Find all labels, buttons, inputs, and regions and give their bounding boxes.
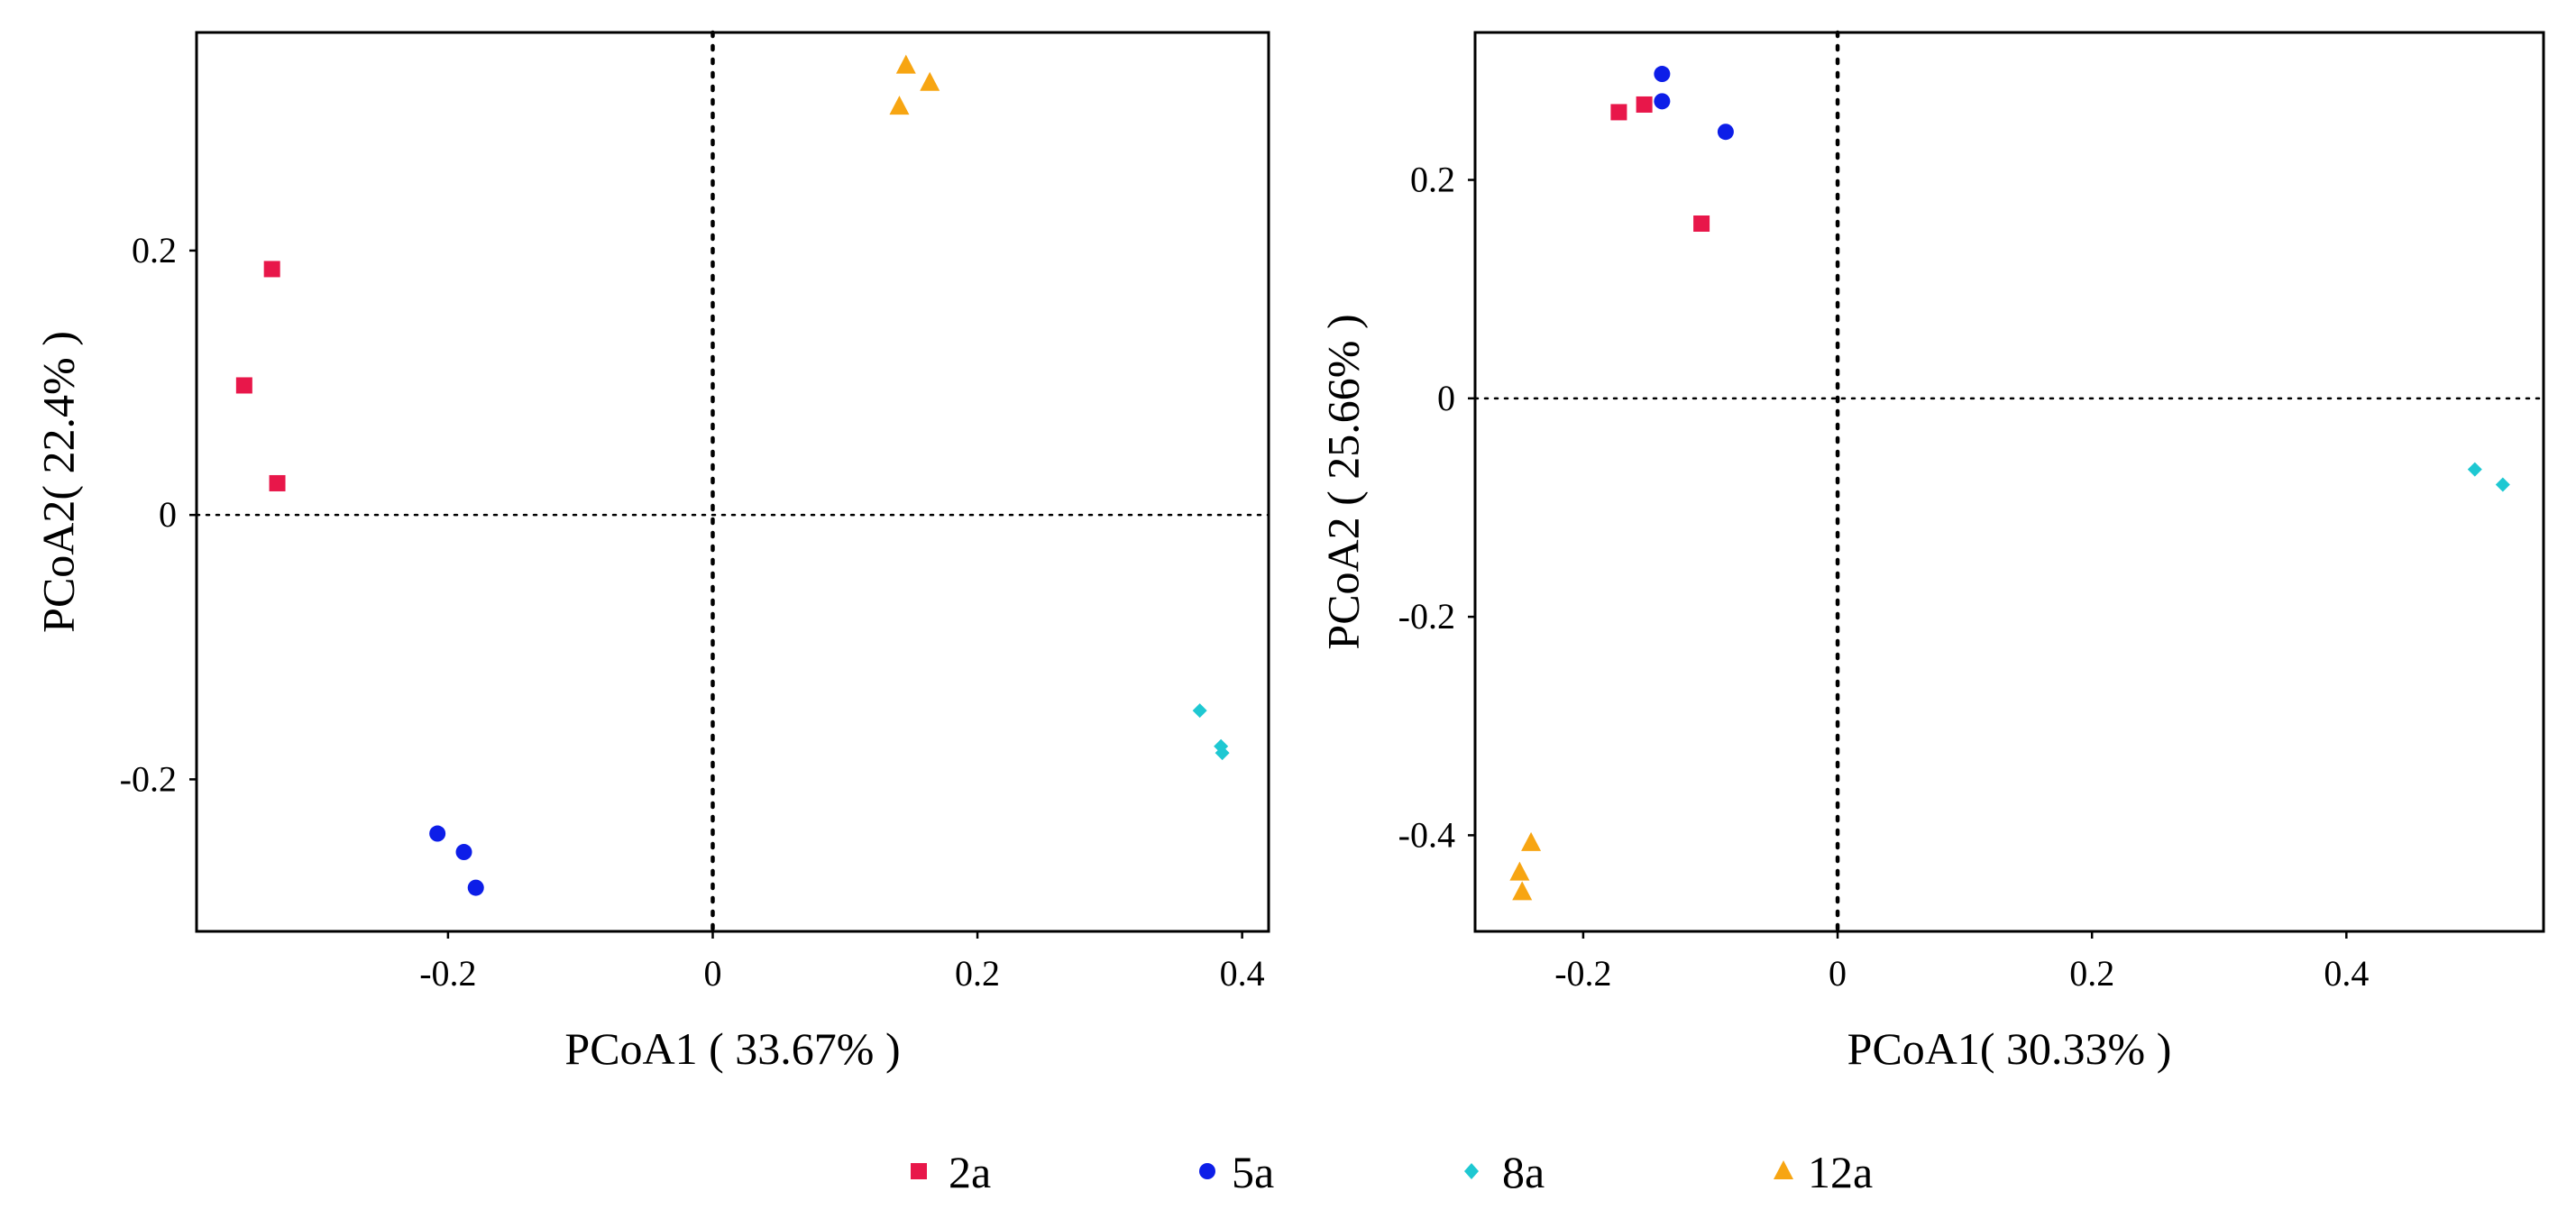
data-point-2a	[263, 261, 280, 278]
y-tick-label: -0.2	[120, 758, 177, 799]
data-point-8a	[2495, 477, 2510, 492]
data-point-2a	[1636, 96, 1653, 113]
data-point-12a	[920, 71, 940, 91]
data-point-8a	[1215, 746, 1230, 761]
x-tick-label: 0	[1829, 953, 1847, 994]
legend-label-12a: 12a	[1808, 1147, 1873, 1197]
data-point-5a	[1654, 66, 1671, 83]
x-tick-label: -0.2	[1554, 953, 1611, 994]
legend-label-5a: 5a	[1232, 1147, 1274, 1197]
x-tick-label: 0	[703, 953, 721, 994]
data-point-5a	[1717, 124, 1734, 141]
legend: 2a 5a 8a 12a	[911, 1147, 1873, 1197]
data-point-8a	[1192, 703, 1207, 719]
plot-frame	[195, 31, 1270, 933]
data-point-2a	[1693, 215, 1710, 232]
legend-marker-5a	[1199, 1163, 1215, 1179]
y-axis-title: PCoA2( 22.4% )	[32, 331, 83, 633]
legend-marker-2a	[911, 1163, 927, 1179]
data-point-5a	[467, 879, 484, 896]
x-axis-title: PCoA1 ( 33.67% )	[564, 1023, 900, 1074]
legend-label-2a: 2a	[949, 1147, 991, 1197]
x-tick-label: 0.4	[1220, 953, 1265, 994]
legend-marker-12a	[1774, 1160, 1793, 1179]
x-tick-label: 0.4	[2324, 953, 2369, 994]
y-tick-label: 0	[1437, 378, 1455, 418]
y-tick-label: 0.2	[1410, 160, 1455, 200]
legend-label-8a: 8a	[1502, 1147, 1545, 1197]
data-point-5a	[429, 825, 446, 842]
y-tick-label: 0	[159, 494, 177, 535]
y-axis-title: PCoA2 ( 25.66% )	[1317, 314, 1368, 649]
data-point-5a	[1654, 93, 1671, 110]
data-point-12a	[1509, 861, 1530, 881]
x-tick-label: -0.2	[419, 953, 476, 994]
data-point-12a	[1521, 831, 1542, 851]
data-point-5a	[455, 844, 472, 861]
data-point-12a	[889, 96, 910, 115]
y-tick-label: -0.4	[1398, 814, 1455, 855]
x-tick-label: 0.2	[2069, 953, 2114, 994]
data-point-2a	[1610, 104, 1627, 121]
pcoa-chart-right: -0.2 0 0.2 0.4 -0.4 -0.2 0 0.2 PCoA1( 30.33% ) PC…	[1317, 30, 2545, 1074]
data-point-2a	[269, 474, 286, 491]
x-tick-label: 0.2	[955, 953, 1000, 994]
y-tick-label: 0.2	[132, 230, 177, 270]
pcoa-chart-left: -0.2 0 0.2 0.4 -0.2 0 0.2 PCoA1 ( 33.67% ) PCoA2…	[32, 30, 1270, 1074]
data-point-8a	[2467, 462, 2482, 477]
y-tick-label: -0.2	[1398, 596, 1455, 637]
plot-frame	[1473, 31, 2545, 933]
data-point-12a	[895, 54, 916, 74]
data-point-12a	[1512, 881, 1533, 901]
legend-marker-8a	[1464, 1163, 1479, 1179]
data-point-2a	[235, 377, 252, 394]
x-axis-title: PCoA1( 30.33% )	[1847, 1023, 2172, 1074]
